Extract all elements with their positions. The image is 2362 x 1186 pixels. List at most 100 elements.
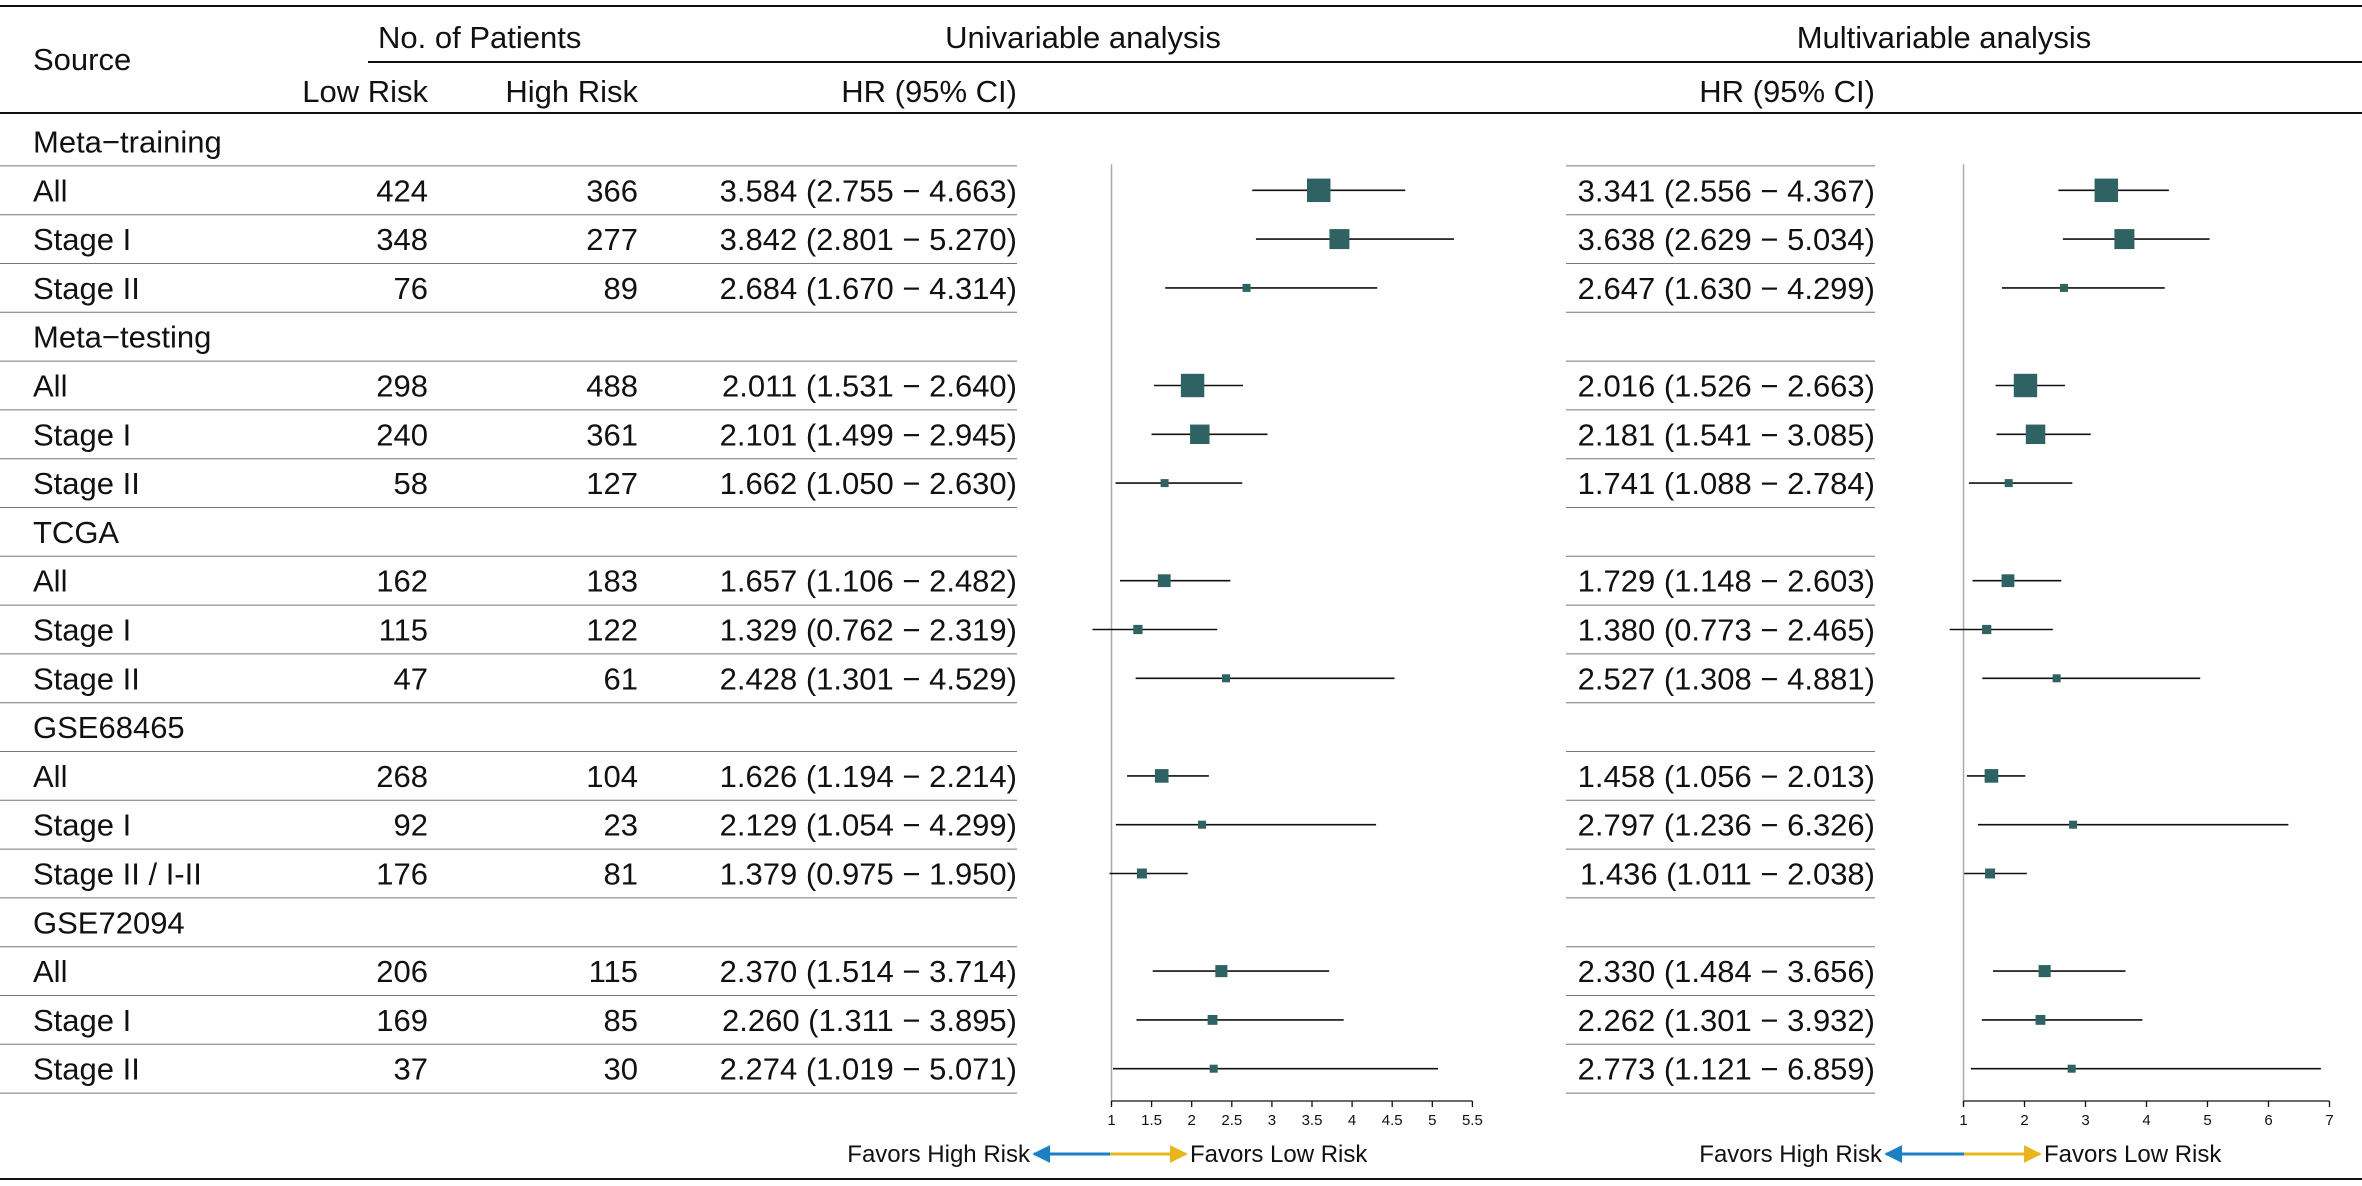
uni-hr-marker — [1133, 624, 1143, 635]
uni-favors-high-risk: Favors High Risk — [847, 1141, 1031, 1168]
multi-axis-tick-label: 2 — [2020, 1112, 2028, 1129]
uni-favors-low-risk: Favors Low Risk — [1190, 1141, 1368, 1168]
uni-hr-ci-text: 2.011 (1.531 − 2.640) — [722, 369, 1017, 404]
row-label: Stage I — [33, 222, 131, 257]
group-label: GSE68465 — [33, 710, 185, 745]
multi-hr-ci-text: 2.262 (1.301 − 3.932) — [1578, 1003, 1875, 1038]
uni-axis-tick-label: 4.5 — [1382, 1112, 1403, 1129]
group-label: Meta−training — [33, 125, 222, 160]
low-risk-count: 169 — [376, 1003, 428, 1038]
multi-hr-ci-text: 1.741 (1.088 − 2.784) — [1578, 466, 1875, 501]
multi-axis-tick-label: 1 — [1959, 1112, 1967, 1129]
low-risk-count: 47 — [394, 661, 428, 696]
multi-axis-tick-label: 6 — [2264, 1112, 2272, 1129]
row-label: Stage II — [33, 1052, 140, 1087]
low-risk-count: 424 — [376, 173, 428, 208]
high-risk-count: 23 — [604, 808, 638, 843]
uni-hr-marker — [1180, 373, 1205, 398]
group-label: Meta−testing — [33, 320, 211, 355]
multi-hr-ci-text: 2.330 (1.484 − 3.656) — [1578, 954, 1875, 989]
uni-hr-marker — [1209, 1064, 1218, 1073]
multi-hr-ci-text: 2.797 (1.236 − 6.326) — [1578, 808, 1875, 843]
low-risk-count: 92 — [394, 808, 428, 843]
uni-hr-ci-text: 1.329 (0.762 − 2.319) — [720, 613, 1017, 648]
uni-hr-marker — [1329, 229, 1350, 250]
multi-favors-high-risk: Favors High Risk — [1699, 1141, 1883, 1168]
low-risk-count: 206 — [376, 954, 428, 989]
low-risk-count: 58 — [394, 466, 428, 501]
uni-hr-marker — [1190, 424, 1210, 445]
uni-axis-tick-label: 1.5 — [1141, 1112, 1162, 1129]
header-source: Source — [33, 42, 131, 77]
uni-hr-ci-text: 1.662 (1.050 − 2.630) — [720, 466, 1017, 501]
multi-hr-ci-text: 2.181 (1.541 − 3.085) — [1578, 417, 1875, 452]
row-label: Stage I — [33, 1003, 131, 1038]
low-risk-count: 76 — [394, 271, 428, 306]
uni-hr-marker — [1198, 820, 1207, 829]
high-risk-count: 30 — [604, 1052, 638, 1087]
uni-hr-ci-text: 3.584 (2.755 − 4.663) — [720, 173, 1017, 208]
uni-hr-marker — [1222, 674, 1231, 683]
uni-hr-marker — [1136, 868, 1147, 879]
multi-hr-marker — [2004, 479, 2013, 488]
uni-axis-tick-label: 3 — [1268, 1112, 1276, 1129]
low-risk-count: 268 — [376, 759, 428, 794]
header-low-risk: Low Risk — [302, 74, 428, 109]
multi-favors-low-risk: Favors Low Risk — [2044, 1141, 2222, 1168]
row-label: All — [33, 173, 67, 208]
multi-axis-tick-label: 3 — [2081, 1112, 2089, 1129]
header-high-risk: High Risk — [505, 74, 638, 109]
multi-axis-tick-label: 5 — [2203, 1112, 2211, 1129]
uni-hr-ci-text: 2.684 (1.670 − 4.314) — [720, 271, 1017, 306]
low-risk-count: 115 — [379, 613, 428, 648]
uni-axis-tick-label: 5.5 — [1462, 1112, 1483, 1129]
multi-hr-ci-text: 2.773 (1.121 − 6.859) — [1578, 1052, 1875, 1087]
multi-hr-ci-text: 2.647 (1.630 − 4.299) — [1578, 271, 1875, 306]
uni-axis-tick-label: 5 — [1428, 1112, 1436, 1129]
row-label: Stage II — [33, 271, 140, 306]
uni-axis-tick-label: 1 — [1107, 1112, 1115, 1129]
uni-hr-ci-text: 1.657 (1.106 − 2.482) — [720, 564, 1017, 599]
uni-hr-ci-text: 2.260 (1.311 − 3.895) — [722, 1003, 1017, 1038]
row-label: Stage II — [33, 661, 140, 696]
row-label: Stage II — [33, 466, 140, 501]
uni-hr-ci-text: 1.379 (0.975 − 1.950) — [720, 857, 1017, 892]
uni-hr-ci-text: 2.129 (1.054 − 4.299) — [720, 808, 1017, 843]
high-risk-count: 61 — [604, 661, 638, 696]
uni-axis-tick-label: 4 — [1348, 1112, 1356, 1129]
multi-hr-marker — [2025, 424, 2046, 445]
row-label: All — [33, 954, 67, 989]
low-risk-count: 162 — [376, 564, 428, 599]
multi-hr-marker — [2069, 820, 2078, 829]
uni-axis-tick-label: 2 — [1188, 1112, 1196, 1129]
uni-hr-marker — [1154, 769, 1169, 783]
high-risk-count: 183 — [586, 564, 638, 599]
uni-hr-ci-text: 3.842 (2.801 − 5.270) — [720, 222, 1017, 257]
header-univariable: Univariable analysis — [945, 20, 1221, 55]
high-risk-count: 122 — [586, 613, 638, 648]
multi-hr-marker — [2035, 1014, 2046, 1025]
multi-hr-marker — [1984, 769, 1999, 783]
low-risk-count: 176 — [376, 857, 428, 892]
high-risk-count: 115 — [589, 954, 638, 989]
row-label: All — [33, 564, 67, 599]
group-label: GSE72094 — [33, 905, 185, 940]
uni-hr-marker — [1157, 574, 1171, 588]
multi-axis-tick-label: 4 — [2142, 1112, 2150, 1129]
multi-hr-ci-text: 3.341 (2.556 − 4.367) — [1578, 173, 1875, 208]
multi-hr-ci-text: 1.458 (1.056 − 2.013) — [1578, 759, 1875, 794]
multi-hr-ci-text: 1.729 (1.148 − 2.603) — [1578, 564, 1875, 599]
high-risk-count: 488 — [586, 369, 638, 404]
multi-hr-marker — [2094, 178, 2119, 203]
uni-hr-ci-text: 1.626 (1.194 − 2.214) — [720, 759, 1017, 794]
multi-hr-marker — [1985, 868, 1996, 879]
high-risk-count: 81 — [604, 857, 638, 892]
row-label: Stage I — [33, 417, 131, 452]
high-risk-count: 85 — [604, 1003, 638, 1038]
uni-axis-tick-label: 2.5 — [1221, 1112, 1242, 1129]
header-patients: No. of Patients — [378, 20, 581, 55]
uni-hr-ci-text: 2.274 (1.019 − 5.071) — [720, 1052, 1017, 1087]
group-label: TCGA — [33, 515, 119, 550]
row-label: All — [33, 369, 67, 404]
